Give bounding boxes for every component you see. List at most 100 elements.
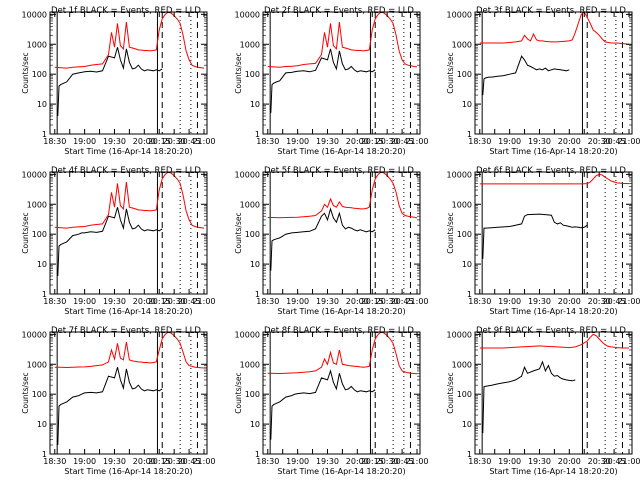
x-tick-label: 20:45 — [178, 137, 201, 146]
y-tick-label: 10000 — [22, 330, 47, 339]
x-axis-label: Start Time (16-Apr-14 18:20:20) — [64, 307, 192, 316]
x-tick-label: 19:30 — [528, 297, 551, 306]
panel-title: Det 8f BLACK = Events, RED = LLD — [264, 326, 414, 336]
y-axis-label: Counts/sec — [446, 372, 455, 413]
x-axis-label: Start Time (16-Apr-14 18:20:20) — [489, 147, 617, 156]
x-tick-label: 18:30 — [468, 297, 491, 306]
y-tick-label: 10000 — [447, 330, 472, 339]
y-tick-label: 10000 — [447, 170, 472, 179]
x-tick-label: 20:00 — [346, 297, 369, 306]
x-tick-label: 20:00 — [346, 137, 369, 146]
x-tick-label: 20:45 — [391, 137, 414, 146]
plot-frame — [49, 11, 208, 135]
plot-frame — [262, 171, 421, 295]
x-axis-label: Start Time (16-Apr-14 18:20:20) — [489, 307, 617, 316]
y-tick-label: 1 — [255, 290, 260, 299]
y-axis-label: Counts/sec — [21, 212, 30, 253]
x-tick-label: 20:00 — [133, 297, 156, 306]
y-tick-label: 10 — [462, 260, 472, 269]
panel-4: 1 10 100 1000 10000 18:30 19:00 19:30 20:0020:15… — [21, 166, 216, 316]
x-tick-label: 21:00 — [405, 297, 428, 306]
x-tick-label: 20:15 — [361, 137, 384, 146]
y-tick-label: 10 — [37, 420, 47, 429]
x-tick-label: 19:00 — [286, 137, 309, 146]
y-tick-label: 10000 — [235, 170, 260, 179]
y-tick-label: 100 — [457, 230, 472, 239]
x-tick-label: 19:30 — [528, 457, 551, 466]
x-tick-label: 19:00 — [498, 457, 521, 466]
y-tick-label: 1 — [255, 130, 260, 139]
plot-frame — [262, 331, 421, 455]
y-tick-label: 1 — [42, 130, 47, 139]
x-tick-label: 20:30 — [163, 137, 186, 146]
x-tick-label: 20:00 — [133, 137, 156, 146]
x-tick-label: 20:45 — [603, 457, 626, 466]
x-tick-label: 18:30 — [256, 457, 279, 466]
plot-frame — [474, 171, 633, 295]
panel-9: 1 10 100 1000 10000 18:30 19:00 19:30 20:00 20:30… — [446, 326, 640, 476]
y-axis-label: Counts/sec — [234, 52, 243, 93]
series-lld — [479, 173, 630, 185]
y-axis-label: Counts/sec — [234, 372, 243, 413]
y-tick-label: 10 — [462, 100, 472, 109]
series-events — [57, 367, 163, 446]
x-tick-label: 20:45 — [178, 297, 201, 306]
series-events — [482, 360, 576, 434]
series-lld — [267, 171, 418, 219]
y-axis-label: Counts/sec — [446, 52, 455, 93]
x-axis-label: Start Time (16-Apr-14 18:20:20) — [277, 307, 405, 316]
x-tick-label: 21:00 — [405, 137, 428, 146]
y-tick-label: 10000 — [235, 330, 260, 339]
panel-title: Det 3f BLACK = Events, RED = LLD — [476, 6, 626, 16]
x-tick-label: 18:30 — [43, 297, 66, 306]
y-tick-label: 100 — [457, 70, 472, 79]
x-tick-label: 21:00 — [617, 297, 640, 306]
panel-5: 1 10 100 1000 10000 18:30 19:00 19:30 20:0020:15… — [234, 166, 429, 316]
x-tick-label: 19:00 — [498, 297, 521, 306]
y-tick-label: 10 — [250, 260, 260, 269]
panel-6: 1 10 100 1000 10000 18:30 19:00 19:30 20:00 20:30… — [446, 166, 640, 316]
x-tick-label: 19:30 — [316, 137, 339, 146]
y-tick-label: 1 — [255, 450, 260, 459]
y-tick-label: 10 — [37, 100, 47, 109]
series-lld — [54, 11, 205, 69]
y-tick-label: 100 — [32, 230, 47, 239]
y-tick-label: 1 — [42, 290, 47, 299]
x-axis-label: Start Time (16-Apr-14 18:20:20) — [489, 467, 617, 476]
x-tick-label: 18:30 — [468, 457, 491, 466]
y-tick-label: 10000 — [235, 10, 260, 19]
x-tick-label: 20:00 — [133, 457, 156, 466]
y-axis-label: Counts/sec — [234, 212, 243, 253]
panel-title: Det 9f BLACK = Events, RED = LLD — [476, 326, 626, 336]
x-tick-label: 20:45 — [603, 137, 626, 146]
x-tick-label: 18:30 — [256, 297, 279, 306]
x-tick-label: 21:00 — [192, 137, 215, 146]
x-tick-label: 19:00 — [286, 457, 309, 466]
y-tick-label: 1 — [467, 130, 472, 139]
plot-frame — [49, 171, 208, 295]
y-tick-label: 1 — [467, 290, 472, 299]
x-axis-label: Start Time (16-Apr-14 18:20:20) — [277, 147, 405, 156]
x-axis-label: Start Time (16-Apr-14 18:20:20) — [277, 467, 405, 476]
x-tick-label: 19:30 — [103, 137, 126, 146]
series-events — [57, 47, 163, 117]
y-tick-label: 1 — [467, 450, 472, 459]
x-tick-label: 18:30 — [468, 137, 491, 146]
x-tick-label: 20:30 — [376, 457, 399, 466]
y-tick-label: 1 — [42, 450, 47, 459]
x-tick-label: 21:00 — [617, 457, 640, 466]
panel-1: 1 10 100 1000 10000 18:30 19:00 19:30 20:0020:15… — [21, 6, 216, 156]
x-axis-label: Start Time (16-Apr-14 18:20:20) — [64, 467, 192, 476]
x-tick-label: 20:30 — [376, 297, 399, 306]
series-lld — [267, 11, 418, 68]
y-tick-label: 1000 — [240, 360, 260, 369]
y-tick-label: 1000 — [27, 40, 47, 49]
x-tick-label: 19:00 — [73, 297, 96, 306]
panel-2: 1 10 100 1000 10000 18:30 19:00 19:30 20:0020:15… — [234, 6, 429, 156]
series-lld — [54, 171, 205, 229]
y-tick-label: 100 — [245, 70, 260, 79]
y-tick-label: 1000 — [27, 200, 47, 209]
panel-title: Det 1f BLACK = Events, RED = LLD — [51, 6, 201, 16]
panel-title: Det 6f BLACK = Events, RED = LLD — [476, 166, 626, 176]
